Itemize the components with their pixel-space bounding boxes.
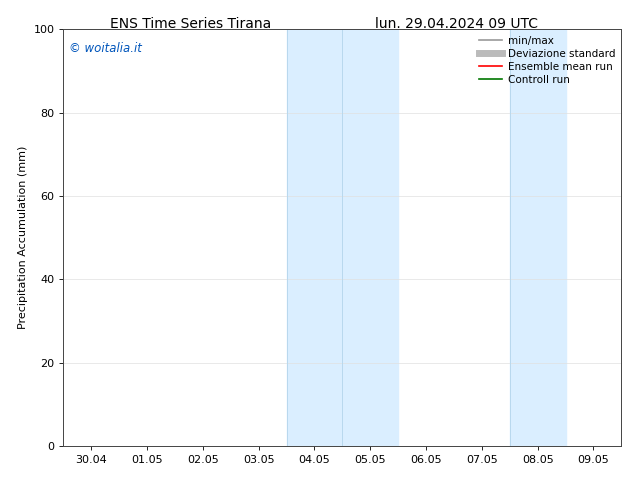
Text: ENS Time Series Tirana: ENS Time Series Tirana <box>110 17 271 31</box>
Legend: min/max, Deviazione standard, Ensemble mean run, Controll run: min/max, Deviazione standard, Ensemble m… <box>476 31 619 89</box>
Text: lun. 29.04.2024 09 UTC: lun. 29.04.2024 09 UTC <box>375 17 538 31</box>
Bar <box>510 29 566 446</box>
Text: © woitalia.it: © woitalia.it <box>69 42 142 55</box>
Bar <box>287 29 398 446</box>
Y-axis label: Precipitation Accumulation (mm): Precipitation Accumulation (mm) <box>18 146 28 329</box>
